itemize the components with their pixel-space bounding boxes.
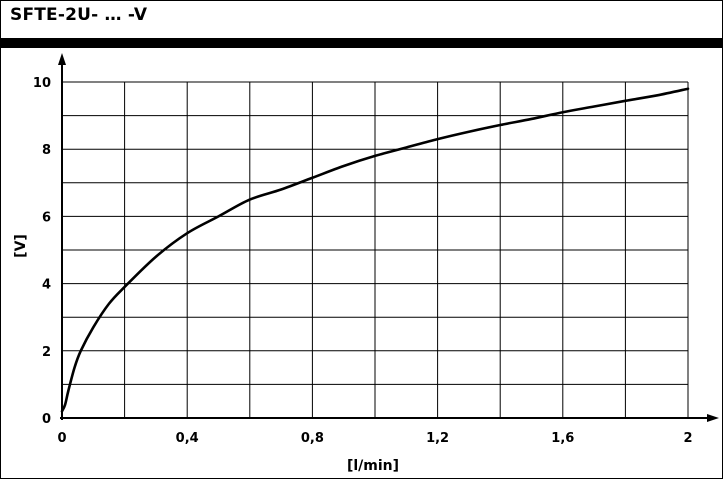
y-tick-label: 10 (33, 76, 51, 91)
x-tick-label: 0,4 (176, 431, 199, 446)
y-axis-arrow (58, 53, 66, 65)
x-tick-label: 0 (57, 431, 66, 446)
axes (58, 53, 719, 422)
x-tick-label: 0,8 (301, 431, 324, 446)
title-divider (1, 38, 722, 48)
page-title: SFTE-2U- … -V (10, 5, 148, 25)
x-axis-label: [l/min] (347, 458, 399, 474)
x-tick-label: 2 (683, 431, 692, 446)
series-group (60, 87, 690, 413)
y-axis-label: [V] (13, 234, 29, 258)
series-line (60, 87, 690, 413)
x-tick-label: 1,6 (551, 431, 574, 446)
tick-labels: 0 0,4 0,8 1,2 1,6 2 0 2 4 6 8 10 (33, 76, 693, 446)
y-tick-label: 6 (42, 210, 51, 225)
y-tick-label: 2 (42, 345, 51, 360)
y-tick-label: 0 (42, 412, 51, 427)
x-axis-arrow (707, 414, 719, 422)
y-tick-label: 8 (42, 143, 51, 158)
y-tick-label: 4 (42, 278, 51, 293)
x-tick-label: 1,2 (426, 431, 449, 446)
grid (62, 81, 689, 418)
